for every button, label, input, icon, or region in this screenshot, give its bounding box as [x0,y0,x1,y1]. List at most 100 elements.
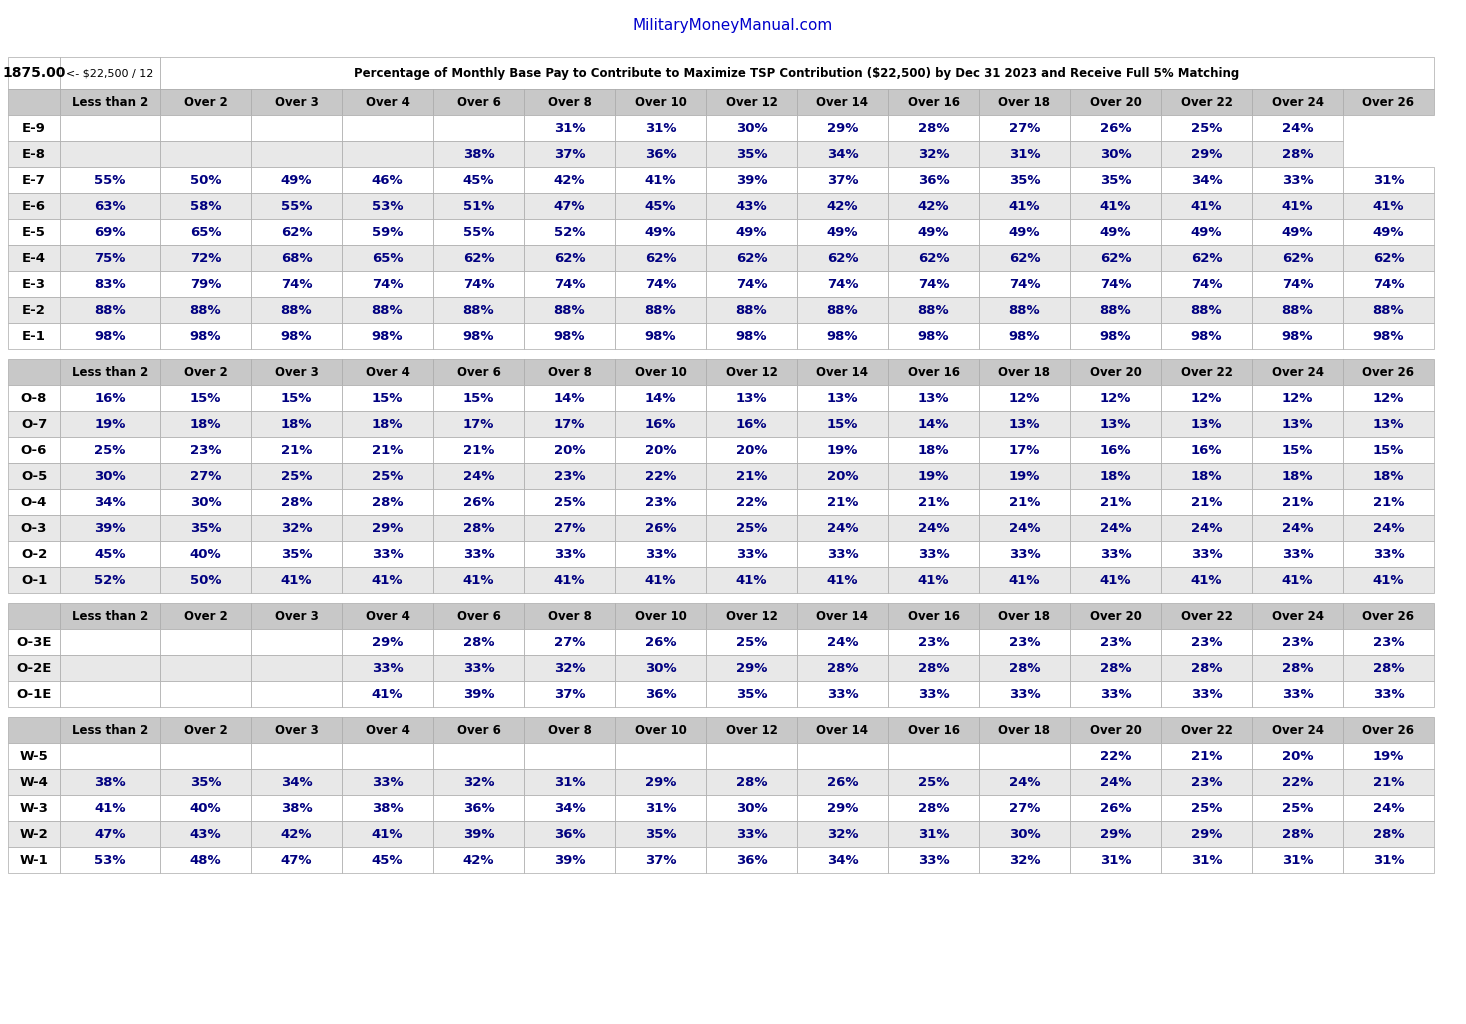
Bar [251,515,342,541]
Bar [979,89,1070,115]
Text: 18%: 18% [1100,469,1132,482]
Bar [1343,681,1434,707]
Text: 35%: 35% [281,548,312,560]
Text: 30%: 30% [736,802,767,814]
Text: 15%: 15% [463,391,494,404]
Bar [160,141,251,167]
Text: 26%: 26% [463,496,494,509]
Text: 31%: 31% [1190,853,1223,866]
Bar [979,743,1070,769]
Text: Over 8: Over 8 [548,609,591,623]
Bar [1161,437,1252,463]
Bar [979,323,1070,349]
Bar [616,193,707,219]
Text: 49%: 49% [1281,225,1314,239]
Text: 74%: 74% [918,278,950,291]
Text: 30%: 30% [736,122,767,134]
Bar [1070,115,1161,141]
Bar [7,463,60,489]
Bar [888,115,979,141]
Text: 38%: 38% [94,775,126,788]
Bar [616,323,707,349]
Bar [798,515,888,541]
Text: 28%: 28% [463,636,494,648]
Text: 33%: 33% [918,548,950,560]
Bar [1070,743,1161,769]
Bar [707,271,798,297]
Text: 27%: 27% [189,469,221,482]
Bar [432,515,523,541]
Text: 41%: 41% [827,573,858,587]
Text: 27%: 27% [1009,122,1041,134]
Text: 24%: 24% [827,521,858,535]
Bar [707,489,798,515]
Bar [60,655,160,681]
Bar [7,385,60,411]
Text: Over 26: Over 26 [1362,609,1415,623]
Text: 22%: 22% [1281,775,1314,788]
Bar [1070,567,1161,593]
Bar [251,629,342,655]
Bar [251,847,342,873]
Text: Over 22: Over 22 [1180,724,1233,736]
Bar [888,167,979,193]
Bar [798,769,888,795]
Bar [888,141,979,167]
Text: O-4: O-4 [21,496,47,509]
Text: 45%: 45% [463,173,494,186]
Bar [60,769,160,795]
Bar [432,219,523,245]
Text: W-1: W-1 [19,853,48,866]
Bar [888,655,979,681]
Bar [1161,681,1252,707]
Text: 18%: 18% [1372,469,1404,482]
Text: 63%: 63% [94,200,126,213]
Bar [342,463,432,489]
Bar [616,89,707,115]
Text: 45%: 45% [645,200,676,213]
Bar [342,167,432,193]
Bar [523,89,616,115]
Bar [1161,167,1252,193]
Text: 36%: 36% [463,802,494,814]
Bar [888,567,979,593]
Bar [251,567,342,593]
Text: 33%: 33% [827,687,858,700]
Bar [1252,681,1343,707]
Text: 25%: 25% [1281,802,1314,814]
Text: 21%: 21% [1372,496,1404,509]
Bar [1161,89,1252,115]
Text: Percentage of Monthly Base Pay to Contribute to Maximize TSP Contribution ($22,5: Percentage of Monthly Base Pay to Contri… [355,67,1240,80]
Bar [1070,141,1161,167]
Bar [432,795,523,821]
Text: O-2: O-2 [21,548,47,560]
Text: Over 24: Over 24 [1271,366,1324,379]
Bar [342,359,432,385]
Bar [1343,847,1434,873]
Text: Over 8: Over 8 [548,366,591,379]
Bar [798,167,888,193]
Text: 30%: 30% [189,496,221,509]
Text: 32%: 32% [918,147,950,161]
Bar [979,271,1070,297]
Text: 32%: 32% [1009,853,1041,866]
Text: 33%: 33% [736,827,767,841]
Bar [251,769,342,795]
Text: Over 2: Over 2 [183,609,227,623]
Bar [160,193,251,219]
Bar [1343,219,1434,245]
Bar [7,567,60,593]
Bar [60,193,160,219]
Bar [160,847,251,873]
Bar [251,437,342,463]
Bar [798,219,888,245]
Bar [160,567,251,593]
Text: 24%: 24% [1009,521,1041,535]
Text: Over 10: Over 10 [635,724,686,736]
Text: 28%: 28% [1190,662,1223,675]
Bar [707,655,798,681]
Bar [342,717,432,743]
Bar [432,603,523,629]
Bar [798,323,888,349]
Bar [1161,463,1252,489]
